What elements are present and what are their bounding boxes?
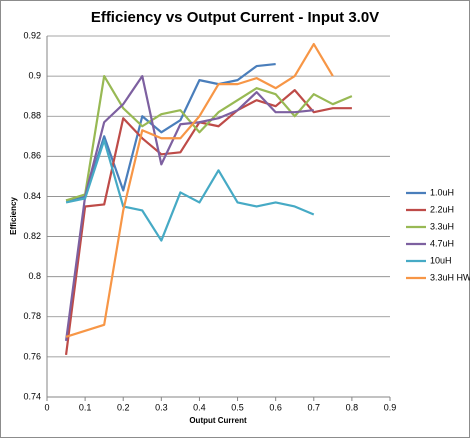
x-tick-label: 0.5 — [231, 402, 244, 412]
x-tick-label: 0 — [44, 402, 49, 412]
series-line — [64, 75, 314, 341]
y-tick-label: 0.9 — [28, 70, 41, 80]
y-tick-label: 0.8 — [28, 271, 41, 281]
x-tick-label: 0.1 — [79, 402, 92, 412]
legend-label: 10uH — [430, 255, 452, 265]
series-line — [65, 62, 276, 202]
y-tick-label: 0.76 — [23, 351, 41, 361]
y-tick-label: 0.78 — [23, 311, 41, 321]
x-tick-label: 0.6 — [269, 402, 282, 412]
series-line — [65, 75, 353, 202]
series-line — [65, 42, 334, 338]
y-axis-title: Efficiency — [9, 197, 18, 235]
x-tick-label: 0.3 — [155, 402, 168, 412]
legend-label: 1.0uH — [430, 187, 454, 197]
y-tick-label: 0.88 — [23, 111, 41, 121]
x-tick-label: 0.2 — [117, 402, 130, 412]
x-tick-label: 0.9 — [384, 402, 397, 412]
x-tick-label: 0.8 — [346, 402, 359, 412]
y-tick-label: 0.84 — [23, 191, 41, 201]
y-tick-label: 0.74 — [23, 391, 41, 401]
legend-label: 3.3uH — [430, 221, 454, 231]
x-tick-label: 0.7 — [308, 402, 321, 412]
legend-label: 4.7uH — [430, 238, 454, 248]
x-tick-label: 0.4 — [193, 402, 206, 412]
legend-label: 3.3uH HW — [430, 272, 470, 282]
y-tick-label: 0.92 — [23, 30, 41, 40]
y-tick-label: 0.86 — [23, 151, 41, 161]
chart-title: Efficiency vs Output Current - Input 3.0… — [91, 9, 379, 26]
x-axis-title: Output Current — [189, 416, 247, 425]
y-tick-label: 0.82 — [23, 231, 41, 241]
series-line — [64, 89, 352, 356]
series-line — [65, 139, 315, 242]
legend-label: 2.2uH — [430, 204, 454, 214]
